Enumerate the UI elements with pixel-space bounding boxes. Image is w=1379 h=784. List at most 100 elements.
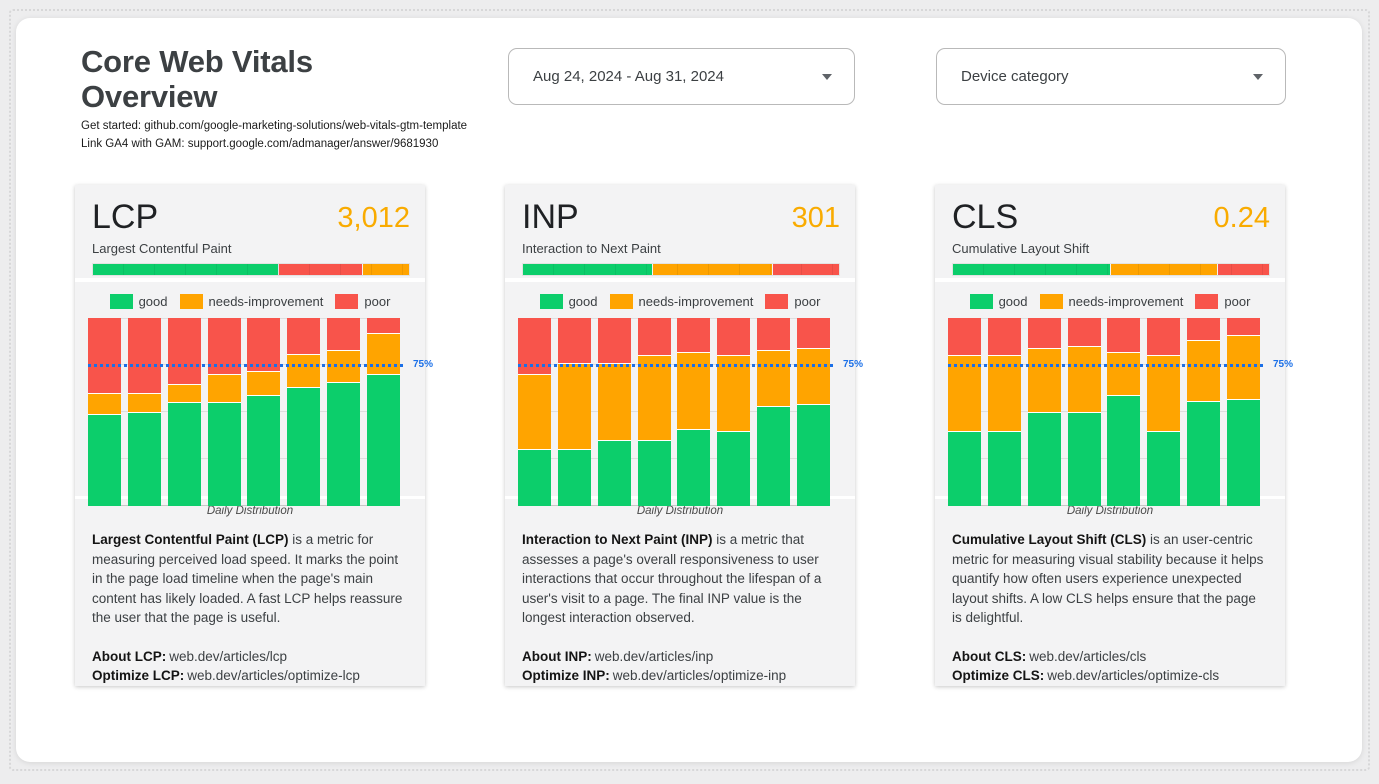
axis-baseline: [88, 504, 400, 506]
bar-segment-needs-improvement: [1107, 351, 1141, 395]
summary-segment-needs-improvement: [652, 264, 773, 275]
gridline: [88, 410, 400, 412]
legend-label: poor: [1224, 293, 1251, 309]
summary-segment-good: [953, 264, 1111, 275]
bar-segment-poor: [717, 317, 751, 356]
section-divider: [505, 278, 855, 282]
card-footer: Daily Distribution Cumulative Layout Shi…: [935, 499, 1285, 686]
summary-segment-good: [523, 264, 653, 275]
bar-segment-needs-improvement: [247, 370, 281, 395]
optimize-url: web.dev/articles/optimize-lcp: [187, 668, 360, 684]
date-range-value: Aug 24, 2024 - Aug 31, 2024: [533, 68, 724, 85]
bar-segment-poor: [1067, 317, 1101, 347]
optimize-url: web.dev/articles/optimize-cls: [1047, 668, 1220, 684]
metric-name: LCP: [92, 198, 159, 236]
metric-value: 0.24: [1213, 202, 1270, 234]
metric-card-inp: INP 301 Interaction to Next Paint good n…: [505, 185, 863, 686]
daily-bars: [518, 317, 830, 506]
description-body: is a metric for measuring perceived load…: [92, 532, 403, 626]
bar-segment-needs-improvement: [287, 353, 321, 388]
summary-bar: [952, 263, 1270, 276]
chart-caption: Daily Distribution: [1066, 505, 1154, 518]
bar-segment-poor: [327, 317, 361, 350]
bar-segment-good: [167, 402, 201, 506]
card-footer: Daily Distribution Largest Contentful Pa…: [75, 499, 425, 686]
daily-bars: [948, 317, 1260, 506]
about-url: web.dev/articles/cls: [1029, 648, 1147, 664]
bar-segment-good: [207, 402, 241, 506]
doc-links: About CLS: web.dev/articles/cls Optimize …: [952, 647, 1268, 686]
bar-segment-good: [88, 413, 121, 506]
good-swatch: [969, 293, 993, 309]
threshold-line: 75%: [518, 359, 863, 370]
legend-label: needs-improvement: [208, 293, 324, 309]
daily-bar: [1067, 317, 1101, 506]
bar-segment-needs-improvement: [796, 347, 830, 405]
bar-segment-needs-improvement: [1147, 355, 1181, 431]
legend-label: good: [138, 293, 168, 309]
threshold-label: 75%: [1273, 358, 1294, 370]
legend-item-good: good: [539, 293, 598, 309]
legend-label: poor: [364, 293, 391, 309]
legend-label: poor: [794, 293, 821, 309]
about-line: About INP: web.dev/articles/inp: [522, 647, 838, 667]
plot-area: 75%: [518, 317, 863, 506]
date-range-filter[interactable]: Aug 24, 2024 - Aug 31, 2024: [508, 48, 855, 105]
plot-area: 75%: [88, 317, 433, 506]
daily-bar: [167, 317, 201, 506]
optimize-label: Optimize LCP:: [92, 668, 185, 684]
metric-subtitle: Cumulative Layout Shift: [952, 241, 1090, 256]
metric-subtitle: Interaction to Next Paint: [522, 241, 661, 256]
needs-improvement-swatch: [609, 293, 633, 309]
daily-bar: [987, 317, 1021, 506]
legend-label: good: [568, 293, 598, 309]
optimize-label: Optimize INP:: [522, 668, 610, 684]
bar-segment-needs-improvement: [757, 349, 791, 407]
bar-segment-needs-improvement: [557, 362, 591, 450]
legend-label: needs-improvement: [1068, 293, 1184, 309]
about-line: About CLS: web.dev/articles/cls: [952, 647, 1268, 667]
device-category-filter[interactable]: Device category: [936, 48, 1286, 105]
chart-legend: good needs-improvement poor: [505, 282, 855, 309]
bar-segment-needs-improvement: [987, 355, 1021, 431]
bar-segment-poor: [88, 317, 121, 394]
bar-segment-needs-improvement: [1027, 347, 1061, 412]
bar-segment-good: [1067, 411, 1101, 506]
bar-segment-poor: [1147, 317, 1181, 356]
bar-segment-poor: [987, 317, 1021, 356]
bar-segment-needs-improvement: [948, 355, 981, 431]
bar-segment-good: [1226, 398, 1260, 506]
metric-value: 3,012: [337, 202, 410, 234]
threshold-label: 75%: [413, 358, 434, 370]
daily-bar: [717, 317, 751, 506]
threshold-label: 75%: [843, 358, 864, 370]
bar-segment-good: [637, 440, 671, 506]
bar-segment-good: [1027, 411, 1061, 506]
metric-card-cls: CLS 0.24 Cumulative Layout Shift good ne…: [935, 185, 1293, 686]
gridline: [518, 410, 830, 412]
metric-value: 301: [791, 202, 840, 234]
bar-segment-good: [1107, 394, 1141, 506]
gridline: [948, 410, 1260, 412]
daily-bar: [1107, 317, 1141, 506]
bar-segment-poor: [366, 317, 400, 333]
gridline: [88, 317, 400, 319]
legend-item-good: good: [109, 293, 168, 309]
legend-item-poor: poor: [335, 293, 391, 309]
axis-baseline: [518, 504, 830, 506]
bar-segment-needs-improvement: [88, 393, 121, 414]
bar-segment-poor: [1107, 317, 1141, 352]
bar-segment-good: [796, 404, 830, 506]
summary-segment-poor: [772, 264, 839, 275]
bar-segment-poor: [948, 317, 981, 356]
section-divider: [935, 278, 1285, 282]
chart-caption: Daily Distribution: [636, 505, 724, 518]
description-body: is a metric that assesses a page's overa…: [522, 532, 822, 626]
poor-swatch: [1195, 293, 1219, 309]
daily-bar: [366, 317, 400, 506]
about-label: About LCP:: [92, 648, 167, 664]
optimize-label: Optimize CLS:: [952, 668, 1045, 684]
description-lead: Cumulative Layout Shift (CLS): [952, 532, 1147, 548]
summary-segment-poor: [279, 264, 364, 275]
about-label: About INP:: [522, 648, 592, 664]
